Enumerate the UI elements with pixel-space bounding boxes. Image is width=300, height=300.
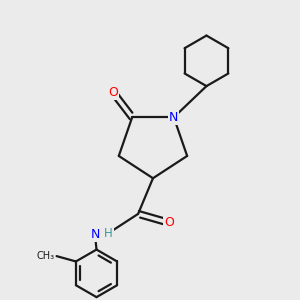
Text: H: H: [104, 227, 113, 240]
Text: N: N: [169, 111, 178, 124]
Text: O: O: [108, 85, 118, 98]
Text: CH₃: CH₃: [37, 251, 55, 261]
Text: N: N: [90, 228, 100, 241]
Text: O: O: [164, 216, 174, 229]
